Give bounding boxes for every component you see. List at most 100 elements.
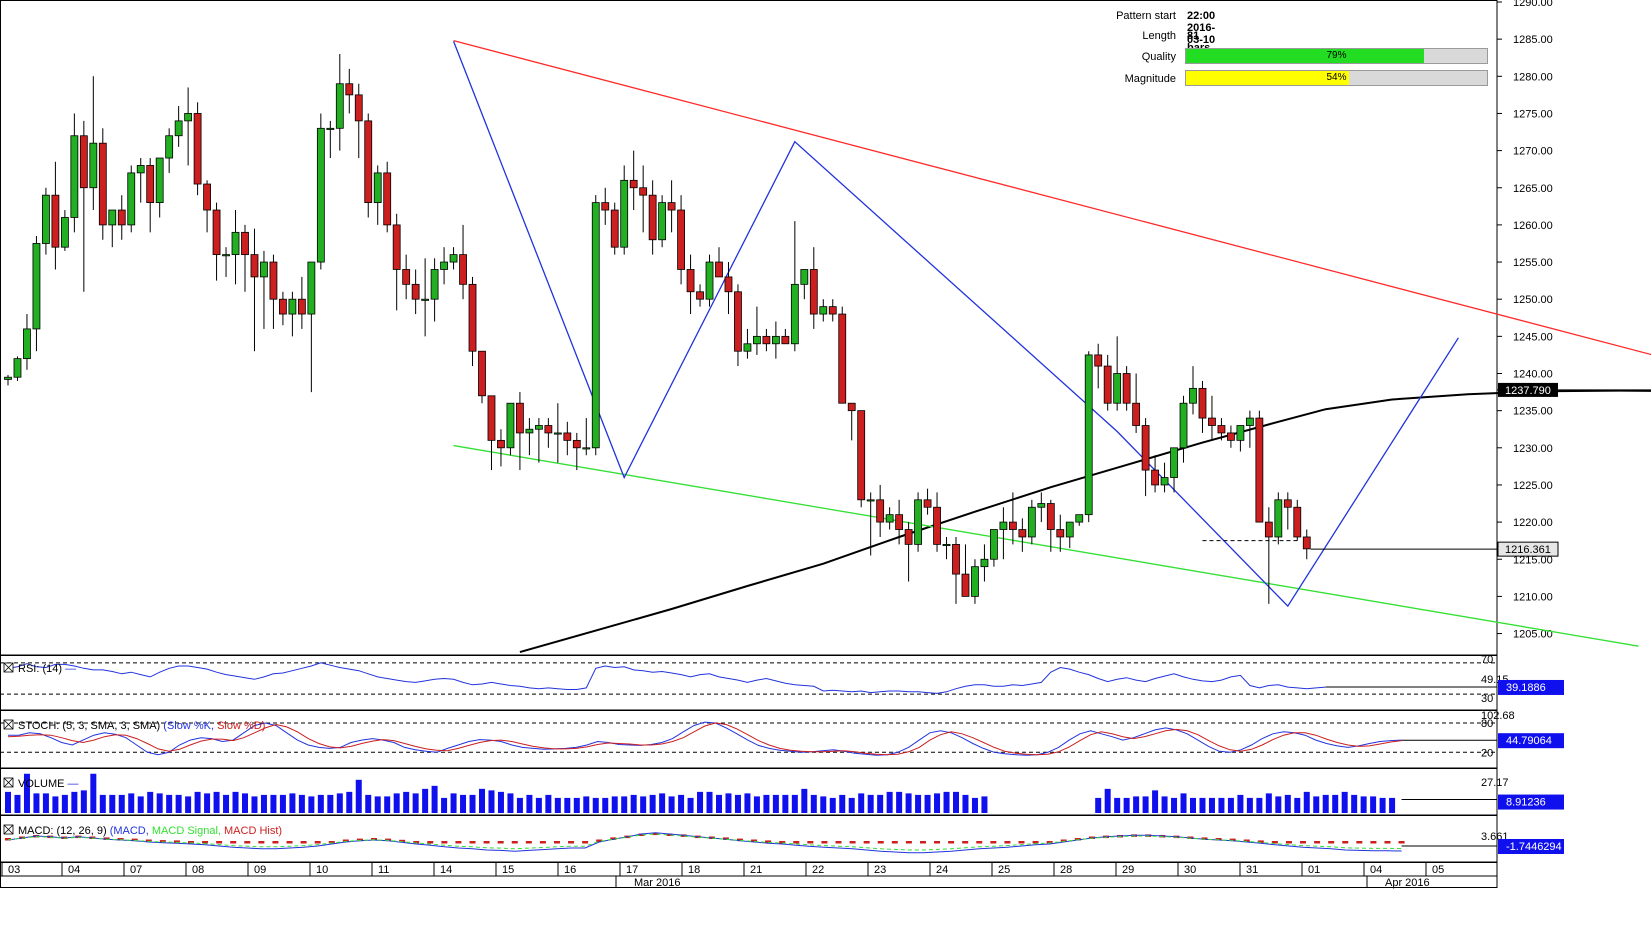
panel-close-icon — [3, 777, 14, 788]
volume-bar — [469, 794, 476, 813]
candle — [563, 421, 572, 456]
price-tick-label: 1235.00 — [1513, 406, 1553, 418]
volume-bar — [128, 793, 135, 813]
macd-hist-mark — [314, 841, 321, 844]
candle — [146, 158, 155, 233]
candle-body — [364, 120, 373, 204]
x-tick-label: 05 — [1432, 864, 1444, 876]
candle — [70, 113, 79, 233]
panel-title-part: Slow %D) — [217, 720, 265, 732]
volume-bar — [943, 791, 950, 813]
candle — [89, 76, 98, 211]
volume-bar — [772, 794, 779, 813]
candle-body — [952, 543, 960, 575]
candle — [430, 258, 439, 322]
candle-body — [203, 183, 211, 211]
candle — [1056, 514, 1065, 552]
candle-body — [468, 283, 477, 352]
volume-bar — [23, 773, 30, 813]
volume-bar — [147, 791, 154, 813]
candle-body — [525, 428, 534, 434]
candle-body — [639, 187, 648, 196]
candle — [648, 180, 657, 255]
candle — [174, 106, 183, 147]
volume-bar — [867, 794, 874, 813]
candle — [895, 499, 904, 545]
candle — [781, 328, 790, 345]
macd-hist-mark — [131, 838, 138, 842]
volume-bar — [223, 794, 230, 813]
macd-value-label: -1.7446294 — [1506, 841, 1562, 853]
candle-body — [1132, 402, 1141, 426]
candle — [297, 276, 306, 329]
candle-body — [658, 202, 667, 241]
candle — [942, 536, 951, 560]
macd-hist-mark — [1285, 841, 1292, 844]
rsi-value-box — [1498, 679, 1564, 695]
volume-bar — [877, 794, 884, 813]
price-tick-label: 1225.00 — [1513, 480, 1553, 492]
candle — [98, 128, 107, 240]
candle-body — [478, 350, 486, 397]
candle-body — [591, 202, 600, 449]
candle-body — [904, 529, 913, 545]
x-tick-label: 07 — [130, 864, 142, 876]
candle-body — [32, 243, 41, 330]
volume-bar — [185, 796, 192, 813]
candle — [1170, 447, 1178, 493]
macd-hist-mark — [497, 841, 504, 844]
candle — [876, 484, 885, 537]
candle-body — [1141, 425, 1150, 471]
candle-body — [705, 261, 714, 300]
candle — [724, 262, 733, 315]
volume-bar — [592, 797, 599, 813]
macd-hist-mark — [441, 841, 448, 844]
candle-body — [241, 231, 249, 256]
candle-body — [601, 202, 610, 211]
macd-hist-mark — [1243, 839, 1250, 842]
volume-bar — [953, 791, 959, 813]
candle-body — [1027, 506, 1036, 538]
macd-hist-mark — [427, 841, 434, 844]
candle-body — [933, 506, 941, 545]
macd-hist-mark — [103, 837, 110, 840]
volume-bar — [431, 785, 438, 813]
macd-hist-mark — [286, 841, 293, 844]
x-tick-label: 15 — [502, 864, 514, 876]
macd-hist-mark — [1257, 840, 1264, 843]
volume-bar — [1265, 793, 1272, 813]
macd-hist-mark — [300, 841, 307, 844]
candle-body — [866, 499, 875, 502]
candle-body — [307, 261, 316, 315]
candle — [316, 113, 325, 270]
candle-body — [1189, 387, 1197, 404]
candle — [127, 165, 136, 233]
candle-body — [1208, 417, 1216, 426]
x-axis: 03 04 07 08 09 10 11 14 15 16 17 18 21 22 23 24 25 28 29 30… — [0, 862, 1498, 889]
candle-body — [980, 558, 989, 568]
candle — [392, 213, 401, 311]
macd-hist-mark — [722, 837, 729, 840]
candle — [79, 120, 88, 292]
candle — [4, 374, 12, 386]
volume-bar — [1114, 797, 1121, 813]
candle — [383, 161, 392, 233]
price-tick-label: 1240.00 — [1513, 369, 1553, 381]
candle-body — [1217, 425, 1226, 434]
x-axis-frame — [0, 862, 1498, 888]
candle-body — [459, 254, 467, 285]
candle — [591, 195, 600, 456]
candle-body — [98, 142, 107, 226]
candle-body — [781, 335, 790, 345]
magnitude-bar: 54% — [1185, 70, 1488, 86]
macd-hist-mark — [539, 841, 546, 844]
macd-hist-mark — [877, 841, 884, 844]
candle — [184, 87, 193, 166]
volume-bar — [1218, 797, 1225, 813]
candle-body — [553, 432, 562, 435]
price-tick-label: 1290.00 — [1513, 0, 1553, 9]
volume-bar — [99, 794, 106, 813]
volume-bar — [1152, 790, 1159, 813]
rsi-line — [7, 662, 1326, 694]
